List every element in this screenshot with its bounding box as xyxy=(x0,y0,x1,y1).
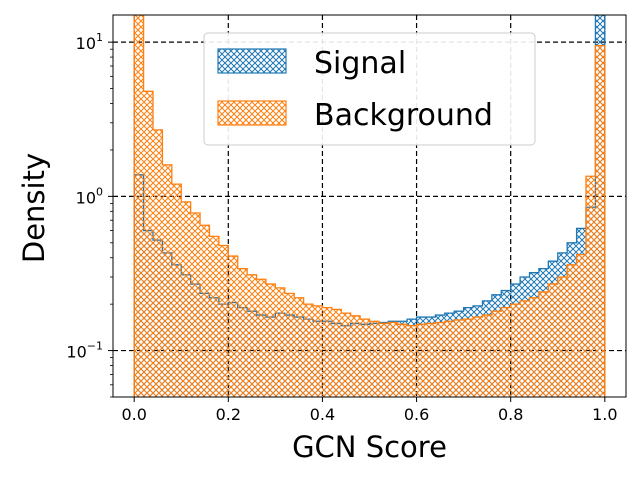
histogram-bar-background xyxy=(303,304,314,397)
legend-swatch-signal xyxy=(217,48,287,74)
histogram-bar-background xyxy=(501,307,511,397)
legend-box xyxy=(203,32,536,146)
histogram-bar-background xyxy=(416,324,426,397)
histogram-bar-background xyxy=(237,268,248,397)
histogram-bar-background xyxy=(313,305,323,397)
histogram-bar-background xyxy=(171,184,182,397)
histogram-bar-background xyxy=(284,293,295,397)
histogram-bar-background xyxy=(143,91,154,397)
histogram-bar-background xyxy=(585,176,596,397)
histogram-bar-background xyxy=(360,319,370,397)
legend-label-background: Background xyxy=(314,98,493,133)
histogram-bar-background xyxy=(134,15,144,397)
histogram-bar-background xyxy=(473,317,483,397)
histogram-bar-background xyxy=(275,287,285,397)
histogram-bar-background xyxy=(228,256,238,397)
x-tick-label: 0.4 xyxy=(310,405,335,424)
histogram-bar-background xyxy=(576,254,586,397)
histogram-bar-background xyxy=(444,321,455,397)
histogram-bar-background xyxy=(181,201,191,397)
histogram-bar-background xyxy=(209,236,219,397)
histogram-bar-background xyxy=(407,325,417,397)
histogram-bar-background xyxy=(265,284,276,397)
histogram-bar-background xyxy=(557,277,568,397)
x-tick-label: 1.0 xyxy=(592,405,617,424)
histogram-bar-background xyxy=(520,300,530,397)
histogram-bar-background xyxy=(397,324,408,397)
histogram-bar-background xyxy=(454,319,464,397)
histogram-bar-background xyxy=(200,225,210,397)
histogram-bar-background xyxy=(463,319,474,397)
histogram-bar-background xyxy=(294,297,304,397)
histogram-bar-background xyxy=(567,264,577,397)
x-tick-label: 0.2 xyxy=(216,405,241,424)
histogram-bar-background xyxy=(510,304,521,397)
histogram-bar-background xyxy=(378,323,389,397)
legend-label-signal: Signal xyxy=(314,46,406,81)
histogram-bar-background xyxy=(256,279,266,397)
histogram-bar-background xyxy=(435,322,445,397)
histogram-bar-background xyxy=(482,315,492,397)
histogram-bar-background xyxy=(190,213,201,397)
histogram-bar-background xyxy=(529,297,539,397)
histogram-bar-background xyxy=(162,164,172,397)
histogram-bar-background xyxy=(341,313,351,397)
y-axis: 10−1 100 101 xyxy=(66,31,113,398)
histogram-bar-background xyxy=(491,311,502,397)
series-background xyxy=(133,15,606,397)
histogram-bar-background xyxy=(595,45,605,397)
histogram-bar-background xyxy=(331,309,342,397)
histogram-bar-background xyxy=(548,284,558,397)
legend: Signal Background xyxy=(203,32,536,146)
histogram-bar-background xyxy=(425,323,436,397)
histogram-bar-background xyxy=(247,274,257,397)
histogram-bar-background xyxy=(369,321,379,397)
x-tick-label: 0.6 xyxy=(404,405,429,424)
y-tick-label: 10−1 xyxy=(66,340,103,362)
y-tick-label: 101 xyxy=(76,31,103,53)
x-tick-label: 0.8 xyxy=(498,405,523,424)
histogram-bar-background xyxy=(388,322,398,397)
histogram-outline-background xyxy=(133,15,606,397)
x-axis-label: GCN Score xyxy=(292,430,447,464)
plot-frame xyxy=(112,14,627,398)
x-tick-label: 0.0 xyxy=(121,405,146,424)
histogram-bar-background xyxy=(153,129,163,397)
y-tick-label: 100 xyxy=(76,185,103,207)
histogram-bar-background xyxy=(218,245,229,397)
histogram-bar-background xyxy=(350,315,361,397)
y-axis-label: Density xyxy=(17,153,51,263)
legend-swatch-background xyxy=(217,100,287,126)
histogram-bar-background xyxy=(322,307,332,397)
x-axis: 0.0 0.2 0.4 0.6 0.8 1.0 xyxy=(121,397,618,424)
histogram-bar-background xyxy=(538,291,549,397)
